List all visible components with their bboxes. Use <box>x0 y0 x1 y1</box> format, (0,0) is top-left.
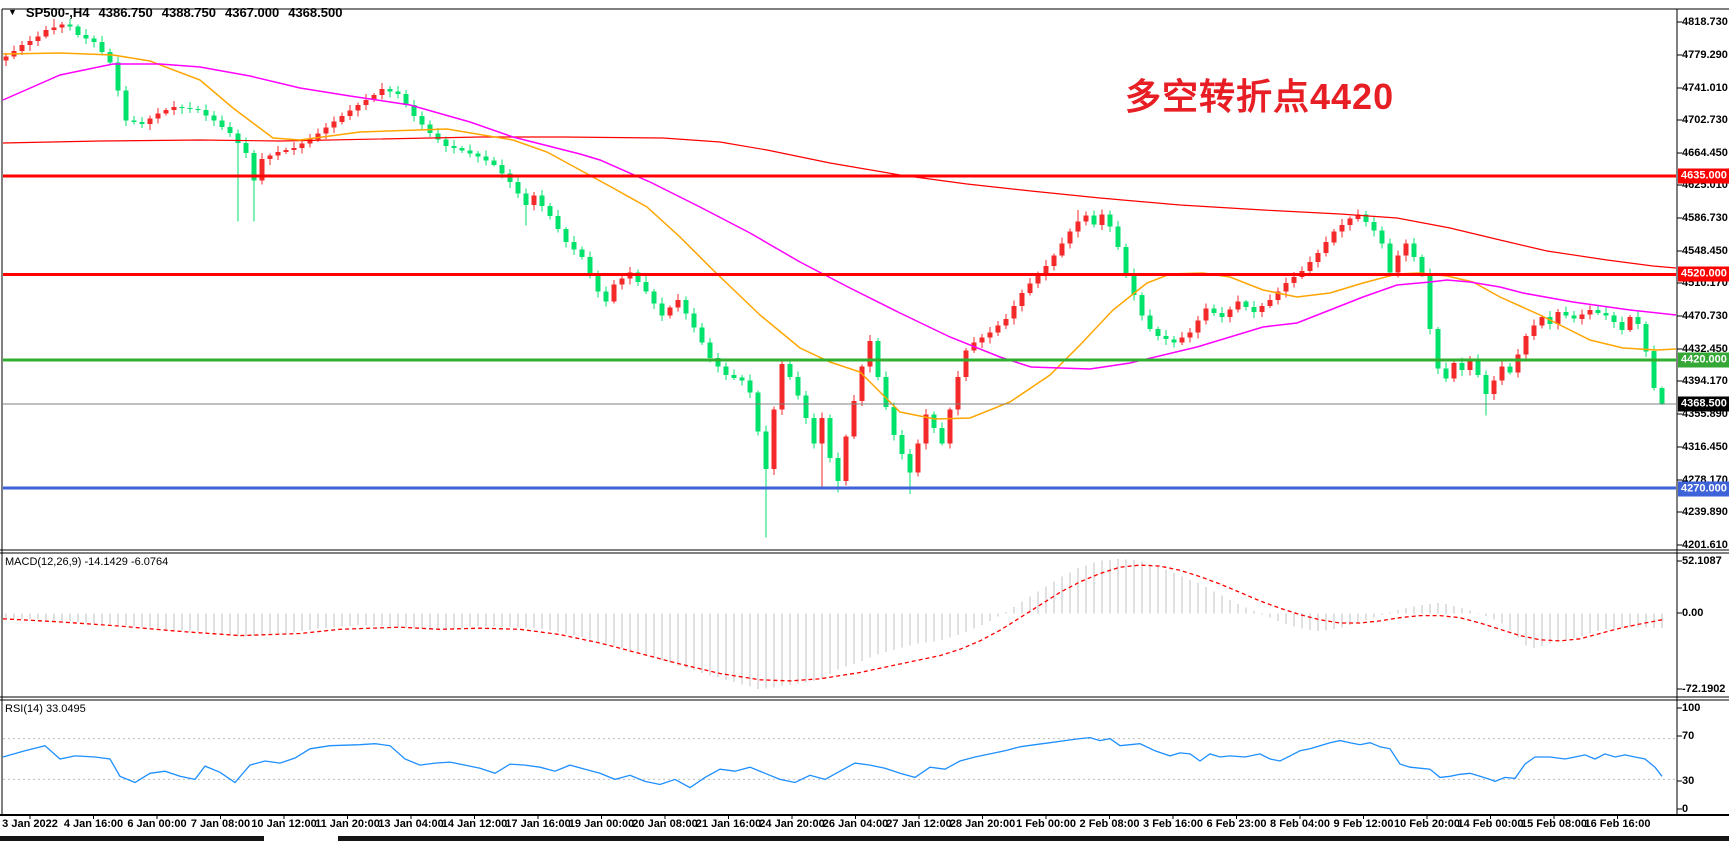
time-axis-label[interactable]: 11 Jan 20:00 <box>315 818 380 830</box>
time-axis-label[interactable]: 14 Feb 00:00 <box>1457 818 1524 830</box>
horizontal-price-lines <box>3 174 1676 490</box>
price-axis-label: 4586.730 <box>1682 212 1728 224</box>
time-axis-label[interactable]: 3 Feb 16:00 <box>1143 818 1203 830</box>
price-axis-label: 4779.290 <box>1682 49 1728 61</box>
rsi-axis-label: 0 <box>1682 803 1689 815</box>
time-axis-label[interactable]: 10 Feb 20:00 <box>1393 818 1461 830</box>
ma-mid-magenta-line <box>2 63 1677 370</box>
collapse-arrow-icon[interactable]: ▼ <box>8 7 17 17</box>
high-value: 4388.750 <box>161 5 216 20</box>
time-axis-label[interactable]: 27 Jan 12:00 <box>886 818 952 830</box>
time-axis-label[interactable]: 21 Jan 16:00 <box>695 818 762 830</box>
time-axis-label[interactable]: 6 Feb 23:00 <box>1206 818 1267 830</box>
price-badge: 4520.000 <box>1678 266 1729 282</box>
time-axis-label[interactable]: 15 Feb 08:00 <box>1520 818 1588 830</box>
time-axis-label[interactable]: 16 Feb 16:00 <box>1584 818 1651 830</box>
time-axis-label[interactable]: 24 Jan 20:00 <box>759 818 825 830</box>
price-badge: 4420.000 <box>1678 352 1729 368</box>
price-axis-label: 4702.730 <box>1682 114 1728 126</box>
time-axis-label[interactable]: 1 Feb 00:00 <box>1016 818 1076 830</box>
time-axis-label[interactable]: 17 Jan 16:00 <box>505 818 571 830</box>
rsi-axis-label: 100 <box>1682 702 1701 714</box>
rsi-indicator-label: RSI(14) 33.0495 <box>5 703 86 715</box>
macd-axis-label: -72.1902 <box>1682 683 1726 695</box>
price-axis-label: 4394.170 <box>1682 375 1728 387</box>
time-axis-label[interactable]: 8 Feb 04:00 <box>1270 818 1330 830</box>
open-value: 4386.750 <box>98 5 153 20</box>
time-axis-label[interactable]: 19 Jan 00:00 <box>568 818 635 830</box>
price-axis-label: 4741.010 <box>1682 82 1728 94</box>
time-axis-label[interactable]: 28 Jan 20:00 <box>949 818 1016 830</box>
time-axis-label[interactable]: 14 Jan 12:00 <box>441 818 508 830</box>
time-axis-label[interactable]: 26 Jan 04:00 <box>822 818 889 830</box>
time-axis-label[interactable]: 7 Jan 08:00 <box>190 818 251 830</box>
time-axis-label[interactable]: 2 Feb 08:00 <box>1079 818 1140 830</box>
price-axis-label: 4432.450 <box>1682 343 1728 355</box>
price-axis-label: 4664.450 <box>1682 147 1728 159</box>
price-badge: 4368.500 <box>1678 396 1729 412</box>
time-axis-label[interactable]: 9 Feb 12:00 <box>1333 818 1394 830</box>
scrollbar-segment[interactable] <box>0 836 264 841</box>
macd-axis-label: 0.00 <box>1682 607 1704 619</box>
scrollbar-segment[interactable] <box>338 836 1729 841</box>
symbol-period-label: SP500-,H4 <box>25 5 90 20</box>
time-axis-label[interactable]: 3 Jan 2022 <box>2 818 58 830</box>
symbol-ohlc-bar: ▼ SP500-,H4 4386.750 4388.750 4367.000 4… <box>8 5 342 20</box>
bottom-scrollbar[interactable] <box>0 836 1729 841</box>
rsi-axis-label: 30 <box>1682 775 1695 787</box>
price-axis-label: 4239.890 <box>1682 506 1728 518</box>
price-badge: 4270.000 <box>1678 481 1729 497</box>
ma-slow-red-line <box>2 136 1677 269</box>
ma-fast-orange-line <box>2 52 1677 420</box>
macd-histogram <box>5 558 1663 689</box>
time-axis-label[interactable]: 4 Jan 16:00 <box>63 818 124 830</box>
price-axis-label: 4818.730 <box>1682 16 1728 28</box>
macd-axis-label: 52.1087 <box>1682 555 1722 567</box>
price-axis-label: 4548.450 <box>1682 245 1728 257</box>
time-axis-label[interactable]: 20 Jan 08:00 <box>632 818 698 830</box>
low-value: 4367.000 <box>224 5 280 20</box>
rsi-level-lines <box>3 738 1676 780</box>
close-value: 4368.500 <box>288 5 343 20</box>
macd-indicator-label: MACD(12,26,9) -14.1429 -6.0764 <box>5 556 169 568</box>
price-axis-label: 4201.610 <box>1682 539 1728 551</box>
time-axis-label[interactable]: 13 Jan 04:00 <box>378 818 444 830</box>
candles-layer <box>3 18 1665 538</box>
rsi-axis-label: 70 <box>1682 730 1695 742</box>
time-axis-label[interactable]: 10 Jan 12:00 <box>251 818 317 830</box>
price-axis-label: 4316.450 <box>1682 441 1728 453</box>
time-axis-label[interactable]: 6 Jan 00:00 <box>127 818 187 830</box>
annotation-text[interactable]: 多空转折点4420 <box>1125 76 1395 117</box>
axis-ticks <box>29 21 1682 819</box>
scrollbar-segment[interactable] <box>264 836 338 841</box>
macd-signal-line <box>2 564 1663 682</box>
price-axis-label: 4470.730 <box>1682 310 1728 322</box>
panel-borders <box>0 8 1729 816</box>
price-badge: 4635.000 <box>1678 168 1729 184</box>
rsi-line <box>2 736 1663 789</box>
